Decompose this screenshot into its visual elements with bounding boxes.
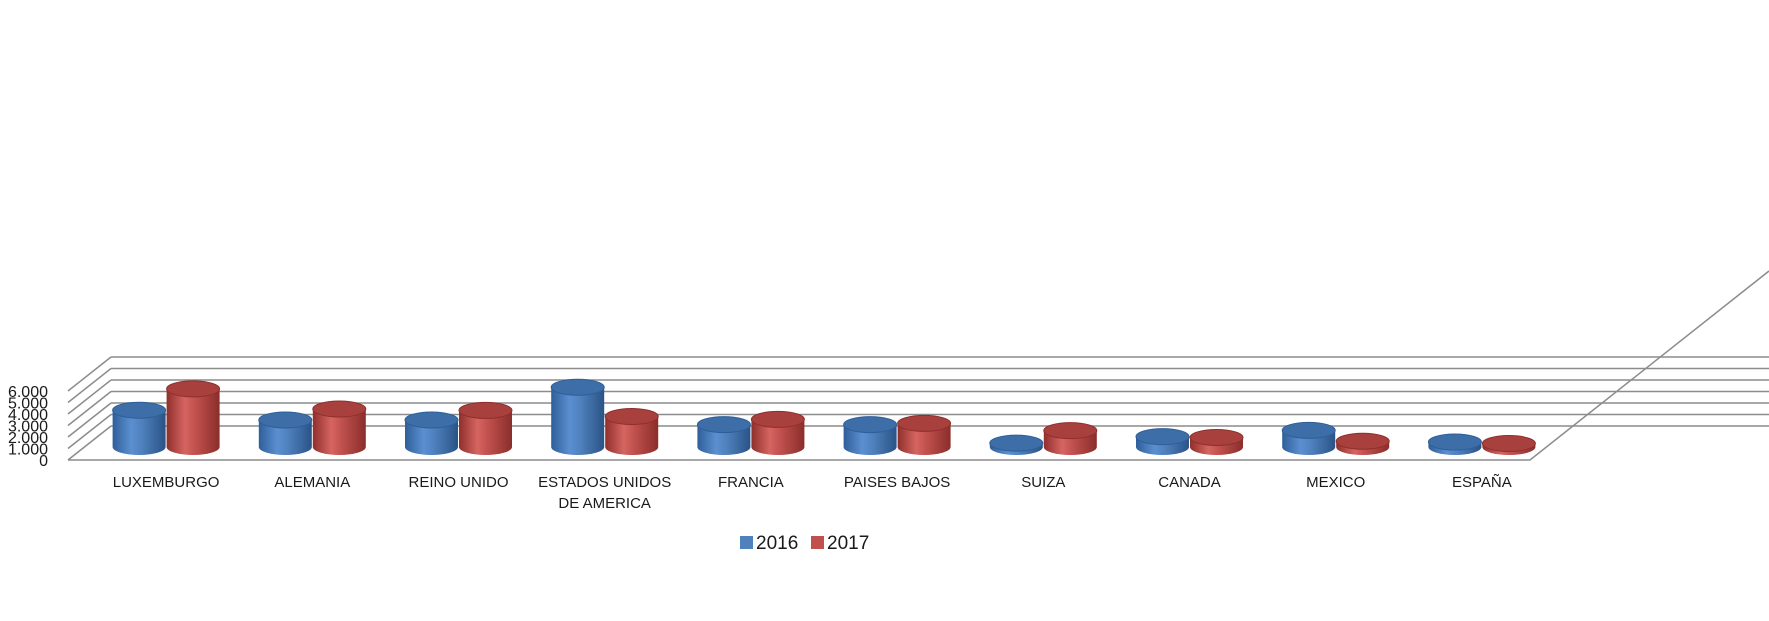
gridline-diagonal xyxy=(67,402,112,438)
bar-2017-3 xyxy=(604,408,659,455)
bar-body xyxy=(697,424,751,455)
bar-top-cap xyxy=(1135,428,1190,446)
bar-top-cap xyxy=(1481,435,1536,453)
bar-2016-7 xyxy=(1135,428,1190,455)
bar-body xyxy=(605,416,659,455)
bar-2016-5 xyxy=(843,416,898,455)
bar-2016-2 xyxy=(404,411,459,455)
bar-body xyxy=(112,410,166,455)
x-category-label: REINO UNIDO xyxy=(408,474,508,491)
y-tick-label: 4.000 xyxy=(8,407,48,424)
bar-2016-3 xyxy=(550,378,605,455)
bar-2017-6 xyxy=(1043,422,1098,455)
bar-body xyxy=(551,387,605,455)
bars-layer xyxy=(112,378,1536,456)
y-tick-label: 0 xyxy=(39,453,48,470)
legend-swatch-2017 xyxy=(811,536,824,549)
gridline-diagonal xyxy=(67,425,112,461)
legend-label-2016: 2016 xyxy=(756,533,798,554)
bar-2016-6 xyxy=(989,434,1044,456)
y-tick-label: 6.000 xyxy=(8,384,48,401)
bar-2017-8 xyxy=(1335,432,1390,455)
bar-top-cap xyxy=(1281,421,1336,439)
gridline-diagonal xyxy=(67,390,112,427)
bar-2017-2 xyxy=(458,401,513,455)
bar-top-cap xyxy=(750,410,805,428)
x-category-label: ALEMANIA xyxy=(274,474,350,491)
bar-top-cap xyxy=(989,434,1044,452)
bar-top-cap xyxy=(1427,433,1482,451)
legend: 2016 2017 xyxy=(740,533,869,554)
bar-2016-0 xyxy=(112,401,167,455)
bar-top-cap xyxy=(1335,432,1390,450)
bar-body xyxy=(312,409,366,455)
bar-top-cap xyxy=(312,400,367,418)
x-category-label: PAISES BAJOS xyxy=(844,474,950,491)
bar-2017-1 xyxy=(312,400,367,455)
bar-2017-5 xyxy=(897,414,952,455)
bar-top-cap xyxy=(550,378,605,396)
y-tick-label: 2.000 xyxy=(8,430,48,447)
bar-top-cap xyxy=(166,380,221,398)
x-category-label: LUXEMBURGO xyxy=(113,474,220,491)
bar-top-cap xyxy=(696,416,751,434)
bar-body xyxy=(897,423,951,455)
bar-2017-0 xyxy=(166,380,221,455)
bar-body xyxy=(843,424,897,455)
x-category-label: FRANCIA xyxy=(718,474,784,491)
x-category-label: MEXICO xyxy=(1306,474,1365,491)
x-category-label: DE AMERICA xyxy=(558,495,651,512)
bar-top-cap xyxy=(1189,428,1244,446)
bar-top-cap xyxy=(458,401,513,419)
gridline-diagonal xyxy=(67,413,112,450)
y-tick-label: 1.000 xyxy=(8,442,48,459)
floor-front-edge xyxy=(68,270,1769,461)
bar-body xyxy=(751,419,805,455)
bar-2016-8 xyxy=(1281,421,1336,455)
gridline-diagonal xyxy=(67,367,112,404)
x-category-label: ESTADOS UNIDOS xyxy=(538,474,671,491)
gridline-diagonal xyxy=(67,356,112,392)
bar-body xyxy=(405,419,458,455)
x-category-label: ESPAÑA xyxy=(1452,474,1512,491)
bar-body xyxy=(258,419,312,455)
legend-swatch-2016 xyxy=(740,536,753,549)
bar-top-cap xyxy=(843,416,898,434)
bar-top-cap xyxy=(404,411,459,429)
x-category-label: CANADA xyxy=(1158,474,1221,491)
bar-top-cap xyxy=(258,411,313,429)
y-tick-label: 3.000 xyxy=(8,419,48,436)
bar-2016-9 xyxy=(1427,433,1482,455)
legend-label-2017: 2017 xyxy=(827,533,869,554)
bar-2017-9 xyxy=(1481,435,1536,455)
bar-2016-4 xyxy=(696,416,751,455)
y-tick-label: 5.000 xyxy=(8,396,48,413)
bar-top-cap xyxy=(112,401,167,419)
bar-body xyxy=(166,388,220,455)
gridline-diagonal xyxy=(67,379,112,415)
grid-layer xyxy=(67,270,1769,461)
x-category-label: SUIZA xyxy=(1021,474,1065,491)
bar-2016-1 xyxy=(258,411,313,455)
bar-2017-4 xyxy=(750,410,805,455)
bar-top-cap xyxy=(897,414,952,432)
bar-top-cap xyxy=(604,408,659,426)
bar-2017-7 xyxy=(1189,428,1244,455)
bar-body xyxy=(459,410,512,455)
bar-top-cap xyxy=(1043,422,1098,440)
